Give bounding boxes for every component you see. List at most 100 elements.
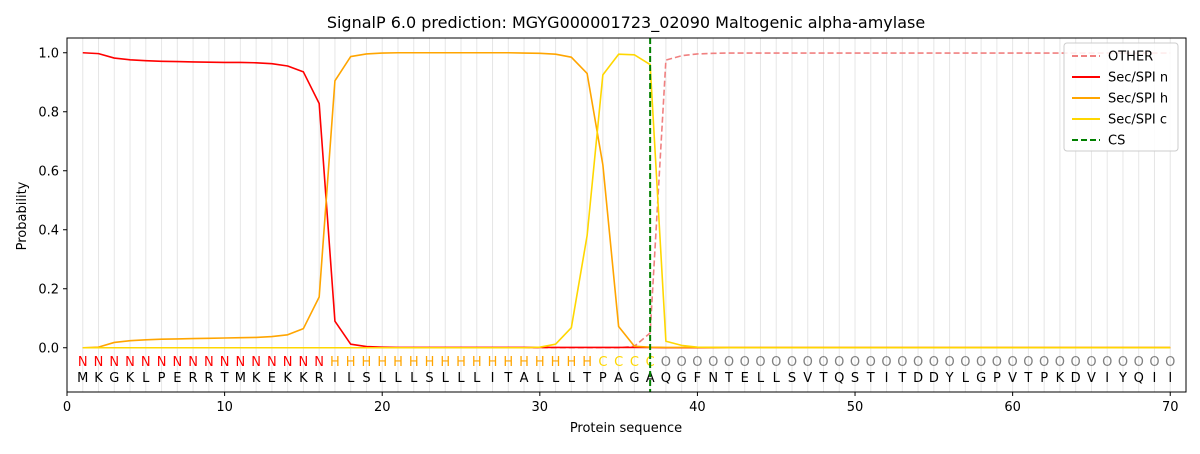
region-label: N xyxy=(235,355,245,370)
y-tick-label: 0.2 xyxy=(38,282,59,297)
sequence-letter: L xyxy=(457,371,465,386)
sequence-letter: S xyxy=(362,371,370,386)
sequence-letter: L xyxy=(552,371,560,386)
sequence-letter: D xyxy=(1071,371,1081,386)
sequence-letter: S xyxy=(851,371,859,386)
legend-label-0: OTHER xyxy=(1108,50,1153,65)
region-label: H xyxy=(362,355,372,370)
sequence-letter: P xyxy=(993,371,1001,386)
sequence-letter: R xyxy=(204,371,213,386)
region-label: H xyxy=(519,355,529,370)
region-label: O xyxy=(724,355,734,370)
sequence-letter: Q xyxy=(661,371,671,386)
region-label: O xyxy=(1134,355,1144,370)
region-label: H xyxy=(566,355,576,370)
sequence-letter: T xyxy=(724,371,733,386)
sequence-letter: P xyxy=(1040,371,1048,386)
sequence-letter: K xyxy=(94,371,103,386)
region-label: H xyxy=(330,355,340,370)
sequence-letter: M xyxy=(235,371,246,386)
legend-label-1: Sec/SPI n xyxy=(1108,71,1168,86)
sequence-letter: A xyxy=(614,371,623,386)
sequence-letter: V xyxy=(1008,371,1017,386)
region-label: O xyxy=(661,355,671,370)
sequence-letter: Y xyxy=(1118,371,1127,386)
sequence-letter: V xyxy=(803,371,812,386)
region-label: O xyxy=(755,355,765,370)
sequence-letter: F xyxy=(694,371,701,386)
region-label: C xyxy=(598,355,607,370)
sequence-letter: I xyxy=(333,371,337,386)
sequence-letter: Q xyxy=(834,371,844,386)
region-label: O xyxy=(960,355,970,370)
sequence-letter: I xyxy=(1105,371,1109,386)
y-tick-label: 0.8 xyxy=(38,105,59,120)
sequence-letter: P xyxy=(158,371,166,386)
sequence-letter: G xyxy=(976,371,986,386)
legend-label-4: CS xyxy=(1108,134,1125,149)
y-tick-label: 1.0 xyxy=(38,46,59,61)
sequence-letter: G xyxy=(677,371,687,386)
region-label: O xyxy=(818,355,828,370)
sequence-letter: Q xyxy=(1134,371,1144,386)
sequence-letter: A xyxy=(520,371,529,386)
sequence-letter: D xyxy=(913,371,923,386)
region-label: H xyxy=(346,355,356,370)
region-label: N xyxy=(188,355,198,370)
sequence-letter: K xyxy=(252,371,261,386)
sequence-letter: I xyxy=(885,371,889,386)
sequence-letter: I xyxy=(1168,371,1172,386)
region-label: O xyxy=(913,355,923,370)
sequence-letter: G xyxy=(109,371,119,386)
region-label: N xyxy=(141,355,151,370)
sequence-letter: L xyxy=(379,371,387,386)
region-label: O xyxy=(944,355,954,370)
x-tick-label: 10 xyxy=(216,400,233,415)
region-label: H xyxy=(425,355,435,370)
x-tick-label: 0 xyxy=(63,400,71,415)
region-label: N xyxy=(78,355,88,370)
x-tick-label: 60 xyxy=(1004,400,1021,415)
sequence-letter: G xyxy=(629,371,639,386)
region-label: N xyxy=(299,355,309,370)
sequence-letter: R xyxy=(315,371,324,386)
region-label: H xyxy=(456,355,466,370)
region-label: O xyxy=(1071,355,1081,370)
sequence-letter: L xyxy=(442,371,450,386)
region-label: O xyxy=(1102,355,1112,370)
sequence-letter: L xyxy=(142,371,150,386)
sequence-letter: M xyxy=(77,371,88,386)
region-label: O xyxy=(1039,355,1049,370)
region-label: N xyxy=(283,355,293,370)
region-label: N xyxy=(251,355,261,370)
region-label: H xyxy=(472,355,482,370)
sequence-letter: S xyxy=(788,371,796,386)
region-label: N xyxy=(314,355,324,370)
region-label: O xyxy=(992,355,1002,370)
region-label: O xyxy=(803,355,813,370)
sequence-letter: L xyxy=(410,371,418,386)
sequence-letter: K xyxy=(126,371,135,386)
sequence-letter: P xyxy=(599,371,607,386)
sequence-letter: S xyxy=(425,371,433,386)
sequence-letter: Y xyxy=(945,371,954,386)
x-axis-label: Protein sequence xyxy=(570,421,682,436)
region-label: O xyxy=(850,355,860,370)
region-label: O xyxy=(976,355,986,370)
region-label: O xyxy=(1023,355,1033,370)
region-label: N xyxy=(94,355,104,370)
sequence-letter: T xyxy=(582,371,591,386)
sequence-letter: K xyxy=(283,371,292,386)
sequence-letter: T xyxy=(503,371,512,386)
sequence-letter: K xyxy=(299,371,308,386)
sequence-letter: I xyxy=(1153,371,1157,386)
sequence-letter: L xyxy=(568,371,576,386)
region-label: H xyxy=(488,355,498,370)
legend-box xyxy=(1063,42,1179,152)
region-label: H xyxy=(409,355,419,370)
region-label: O xyxy=(1149,355,1159,370)
axes-frame xyxy=(66,37,1187,393)
region-label: C xyxy=(614,355,623,370)
